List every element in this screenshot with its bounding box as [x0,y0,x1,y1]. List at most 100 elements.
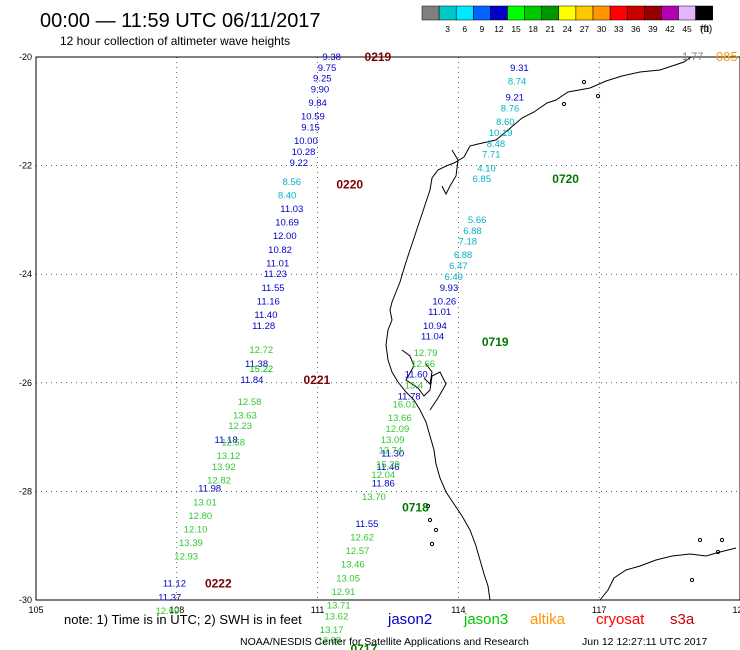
wave-height-value: 11.16 [257,296,280,307]
wave-height-value: 12.57 [346,546,370,557]
wave-height-value: 13.05 [336,573,360,584]
wave-height-value: 11.55 [355,519,378,530]
wave-height-value: 10.00 [294,136,318,147]
scale-swatch [421,5,440,21]
wave-height-value: 7.18 [459,237,478,248]
scale-tick-label: 24 [563,24,573,34]
scale-tick-label: 21 [546,24,556,34]
wave-height-value: 9.75 [318,63,337,74]
lat-tick-label: -22 [19,161,32,171]
axis-labels: 105 108 111 114 117 120 -20 -22 -24 -26 -28 -30 [19,52,740,615]
wave-height-value: 8.76 [501,104,520,115]
wave-height-value: 9.93 [440,283,459,294]
wave-height-value: 11.23 [264,269,287,280]
island [561,101,567,107]
scale-tick-label: 39 [648,24,658,34]
scale-swatch [558,5,577,21]
island [429,541,435,547]
wave-height-value: 9.22 [290,158,309,169]
wave-height-value: 13.70 [362,492,386,503]
scale-swatch [609,5,628,21]
island [581,79,587,85]
wave-height-value: 11.38 [245,359,268,370]
wave-height-value: 6.47 [449,261,468,272]
pass-id-label: 0720 [552,172,579,186]
pass-id-label: 0719 [482,335,509,349]
wave-height-value: 12.58 [221,438,245,449]
map-frame [35,56,740,601]
scale-tick-label: 36 [631,24,641,34]
legend-jason2: jason2 [387,611,432,628]
wave-height-value: 10.59 [301,112,325,123]
wave-height-value: 6.88 [454,250,473,261]
wave-height-value: 10.94 [423,321,447,332]
lon-tick-label: 105 [28,605,43,615]
scale-swatch [473,5,491,21]
wave-height-value: 9.38 [322,52,341,63]
wave-height-value: 13.01 [193,497,217,508]
scale-swatch [507,5,525,21]
wave-height-value: 12.23 [228,421,252,432]
wave-height-value: 11.28 [252,321,275,332]
wave-height-value: 11.04 [421,332,444,343]
scale-tick-label: 27 [580,24,590,34]
pass-labels: 0219 0220 0221 0222 0720 0719 0718 0717 [205,50,579,650]
wave-height-value: 12.79 [414,348,438,359]
wave-height-value: 7.71 [482,150,501,161]
wave-height-value: 11.46 [376,462,399,473]
wave-height-value: 9.25 [313,74,332,85]
altimeter-tracks: 9.389.759.259.909.8410.599.1510.0010.289… [156,52,529,647]
wave-height-value: 11.84 [240,375,263,386]
scale-tick-label: 42 [665,24,675,34]
scale-swatch [575,5,594,21]
scale-swatch [644,5,662,21]
scale-tick-label: 33 [614,24,624,34]
scale-swatch [438,5,457,21]
scale-swatch [541,5,560,21]
coastline [385,56,737,601]
pass-id-label: 0718 [402,501,429,515]
wave-height-value: 13.66 [388,413,412,424]
pass-id-label: 0220 [336,178,363,192]
wave-height-value: 10.19 [489,128,513,139]
scale-tick-label: 6 [462,24,467,34]
wave-height-value: 11.37 [158,592,181,603]
wave-height-value: 13.39 [179,538,203,549]
island [715,549,721,555]
pass-id-label: 0219 [365,50,392,64]
scale-swatch [490,5,508,21]
wave-height-value: 9.84 [308,98,327,109]
footer-timestamp: Jun 12 12:27:11 UTC 2017 [582,636,707,648]
wave-height-value: 12.80 [188,511,212,522]
wave-height-value: 11.03 [280,204,303,215]
lat-tick-label: -28 [19,486,32,496]
wave-height-value: 12.62 [350,533,374,544]
scale-tick-label: 45 [682,24,692,34]
map-border [35,56,740,601]
scale-tick-label: 12 [494,24,504,34]
wave-height-value: 4.10 [477,163,496,174]
wave-height-value: 8.40 [278,190,297,201]
lat-tick-label: -20 [19,52,32,62]
wave-height-value: 11.55 [261,283,284,294]
legend-jason3: jason3 [463,611,508,628]
island [433,527,439,533]
coastline-path [385,56,692,601]
scale-swatch [695,5,713,21]
wave-height-value: 6.49 [444,272,463,283]
wave-height-value: 11.18 [215,435,238,446]
wave-height-value: 11.40 [254,310,277,321]
scale-swatch [661,5,679,21]
lat-tick-label: -24 [19,269,32,279]
south-coast-path [599,547,737,601]
shark-bay-inlet [423,363,433,386]
wave-height-value: 8.48 [487,139,506,150]
wave-height-value: 13.17 [320,625,344,636]
pass-id-label: 0717 [350,642,377,650]
scale-tick-label: 9 [479,24,484,34]
wave-height-value: 12.10 [184,524,208,535]
legend-s3a: s3a [670,611,695,628]
wave-height-value: 12.58 [238,397,262,408]
wave-height-value: 11.30 [381,448,404,459]
